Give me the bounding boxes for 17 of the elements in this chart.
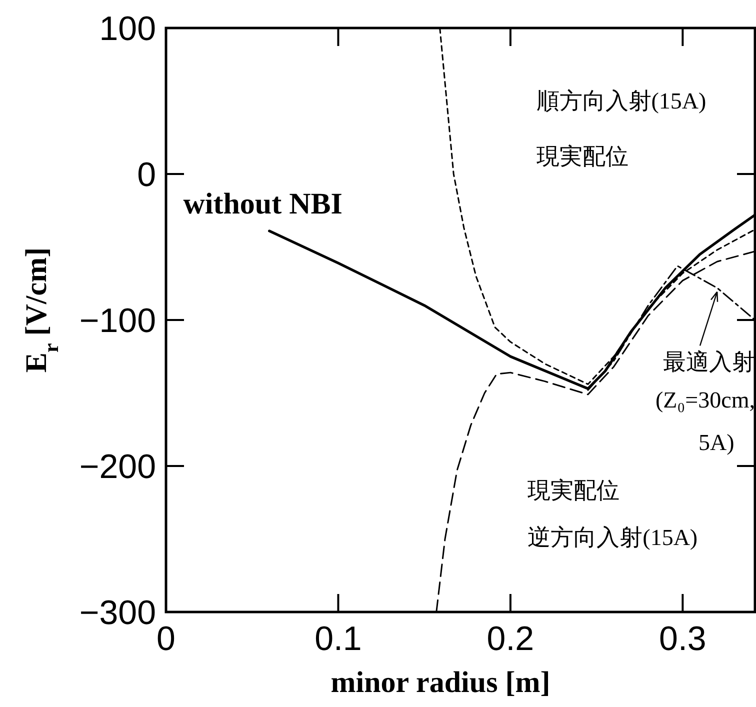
annotation: 逆方向入射(15A) <box>528 524 698 550</box>
y-tick-label: −300 <box>79 594 156 632</box>
x-tick-label: 0.1 <box>314 620 362 658</box>
x-tick-label: 0.2 <box>486 620 534 658</box>
annotation: 現実配位 <box>536 144 628 169</box>
y-tick-label: 100 <box>99 10 156 48</box>
y-tick-label: −200 <box>79 448 156 486</box>
y-tick-label: 0 <box>137 156 156 194</box>
annotation: (Z₀=30cm, <box>655 388 755 413</box>
annotation: without NBI <box>183 187 342 220</box>
annotation: 順方向入射(15A) <box>536 88 706 114</box>
annotation: 最適入射 <box>663 350 755 375</box>
x-axis-title: minor radius [m] <box>330 666 550 699</box>
annotation: 5A) <box>698 430 734 455</box>
y-tick-label: −100 <box>79 302 156 340</box>
x-tick-label: 0.3 <box>659 620 706 658</box>
annotation: 現実配位 <box>528 478 620 504</box>
